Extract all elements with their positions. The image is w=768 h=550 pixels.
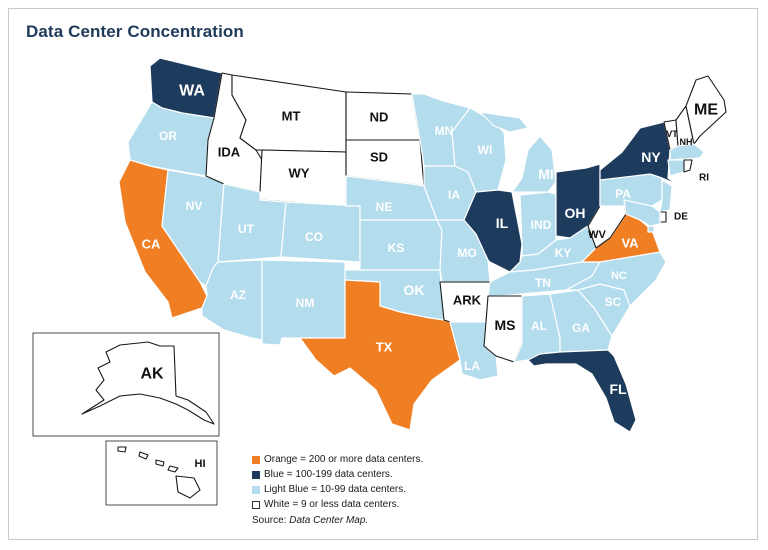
page-title: Data Center Concentration — [26, 22, 244, 41]
state-tx[interactable] — [299, 279, 461, 431]
state-ak[interactable] — [81, 341, 215, 425]
legend-text: Light Blue = 10-99 data centers. — [264, 484, 407, 495]
state-label-ny: NY — [641, 149, 661, 165]
legend-item-orange: Orange = 200 or more data centers. — [252, 452, 423, 467]
state-de[interactable] — [659, 211, 667, 223]
state-label-in: IND — [531, 218, 552, 232]
state-label-nc: NC — [611, 270, 627, 282]
state-label-tx: TX — [376, 340, 393, 355]
state-label-wy: WY — [289, 166, 310, 181]
state-md[interactable] — [623, 199, 661, 227]
state-wi[interactable] — [451, 107, 507, 193]
state-label-nd: ND — [370, 110, 389, 125]
state-label-mt: MT — [282, 109, 301, 124]
legend-text: Blue = 100-199 data centers. — [264, 469, 393, 480]
legend-item-light-blue: Light Blue = 10-99 data centers. — [252, 482, 423, 497]
state-label-al: AL — [531, 319, 547, 333]
state-label-va: VA — [621, 236, 639, 251]
state-me[interactable] — [685, 75, 727, 145]
state-label-co: CO — [305, 230, 323, 244]
state-label-vt: VT — [666, 129, 678, 139]
state-label-ma: MA — [708, 147, 724, 158]
state-label-oh: OH — [565, 205, 586, 221]
source-prefix: Source: — [252, 515, 290, 526]
state-label-md: MD — [680, 227, 696, 238]
state-label-ms: MS — [495, 317, 516, 333]
legend-swatch — [252, 485, 260, 494]
legend-swatch — [252, 455, 260, 464]
state-label-de: DE — [674, 212, 688, 223]
state-label-ok: OK — [404, 282, 425, 298]
legend-text: Orange = 200 or more data centers. — [264, 454, 424, 465]
legend-item-white: White = 9 or less data centers. — [252, 497, 423, 512]
state-label-pa: PA — [615, 187, 631, 201]
state-ct[interactable] — [667, 159, 685, 177]
state-label-or: OR — [159, 129, 177, 143]
state-dc[interactable] — [647, 225, 655, 233]
state-label-id: IDA — [218, 145, 241, 160]
state-label-ga: GA — [572, 321, 590, 335]
state-label-wi: WI — [478, 143, 493, 157]
state-label-ky: KY — [555, 246, 572, 260]
state-label-ri: RI — [699, 173, 709, 184]
state-label-ne: NE — [376, 200, 393, 214]
state-label-wa: WA — [179, 83, 205, 100]
source-note: Source: Data Center Map. — [252, 515, 368, 526]
state-label-nh: NH — [680, 137, 693, 147]
source-name: Data Center Map. — [289, 515, 369, 526]
state-label-me: ME — [694, 102, 718, 119]
state-label-sc: SC — [605, 295, 622, 309]
legend-swatch — [252, 500, 260, 509]
state-label-la: LA — [464, 359, 480, 373]
state-label-ia: IA — [448, 188, 460, 202]
state-hi[interactable] — [117, 446, 201, 499]
state-label-ak: AK — [140, 366, 164, 383]
state-label-mo: MO — [457, 246, 476, 260]
state-ri[interactable] — [683, 159, 693, 173]
legend-text: White = 9 or less data centers. — [264, 499, 400, 510]
state-label-ut: UT — [238, 222, 255, 236]
state-label-hi: HI — [195, 458, 206, 470]
legend-swatch — [252, 470, 260, 479]
state-label-sd: SD — [370, 150, 388, 165]
state-label-wv: WV — [588, 229, 606, 241]
state-label-mi: MI — [538, 166, 554, 182]
legend: Orange = 200 or more data centers. Blue … — [252, 452, 423, 512]
state-label-az: AZ — [230, 288, 246, 302]
state-label-dc: DC — [670, 244, 684, 255]
state-ny[interactable] — [599, 121, 677, 185]
state-label-il: IL — [496, 215, 509, 231]
state-label-nj: NJ — [677, 197, 690, 208]
state-label-nv: NV — [186, 199, 203, 213]
state-label-fl: FL — [609, 381, 627, 397]
state-label-mn: MN — [435, 124, 454, 138]
state-label-ca: CA — [142, 237, 161, 252]
state-label-ar: ARK — [453, 293, 482, 308]
state-nj[interactable] — [659, 179, 673, 213]
state-label-ct: CT — [678, 178, 691, 189]
legend-item-blue: Blue = 100-199 data centers. — [252, 467, 423, 482]
state-label-nm: NM — [296, 296, 315, 310]
state-mi[interactable] — [479, 111, 557, 193]
state-label-tn: TN — [535, 276, 551, 290]
state-fl[interactable] — [527, 349, 637, 433]
state-label-ks: KS — [388, 241, 405, 255]
state-nc[interactable] — [565, 251, 667, 307]
